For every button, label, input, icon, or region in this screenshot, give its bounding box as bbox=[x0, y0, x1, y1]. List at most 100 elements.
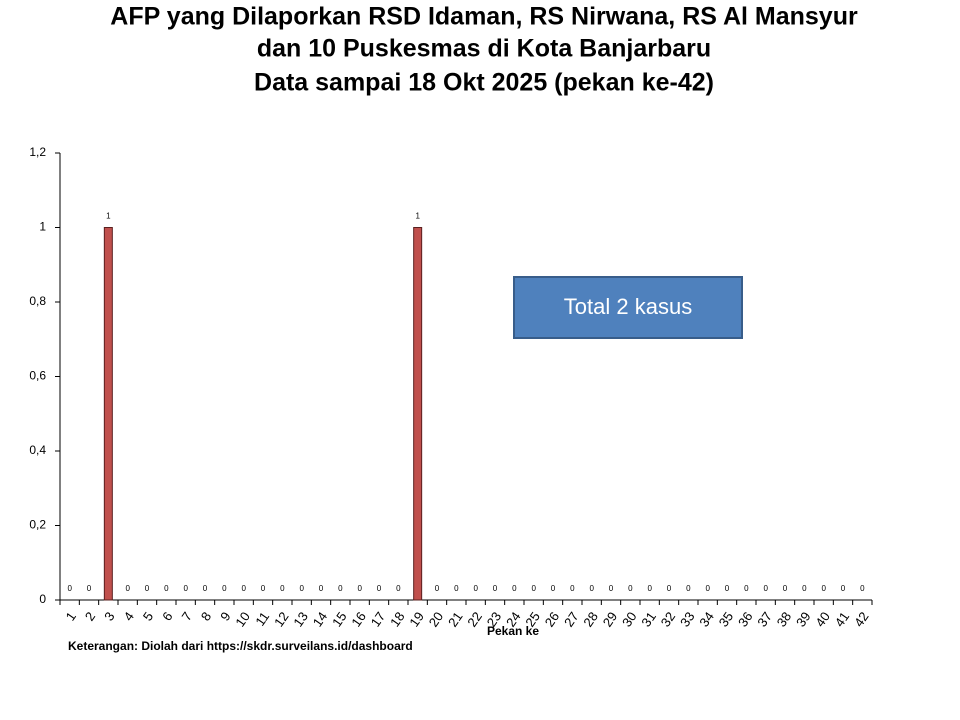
annotation-box bbox=[513, 276, 743, 339]
data-label: 1 bbox=[106, 212, 111, 221]
data-label: 0 bbox=[454, 584, 459, 593]
x-tick-label: 41 bbox=[832, 609, 853, 629]
data-label: 0 bbox=[377, 584, 382, 593]
x-tick-label: 23 bbox=[484, 609, 505, 629]
data-label: 0 bbox=[783, 584, 788, 593]
x-tick-label: 42 bbox=[851, 609, 872, 629]
x-tick-label: 7 bbox=[179, 609, 195, 624]
x-tick-label: 21 bbox=[445, 609, 466, 629]
x-tick-label: 33 bbox=[677, 609, 698, 629]
x-tick-label: 19 bbox=[406, 609, 427, 629]
data-label: 0 bbox=[145, 584, 150, 593]
data-label: 0 bbox=[299, 584, 304, 593]
data-label: 0 bbox=[628, 584, 633, 593]
data-label: 0 bbox=[841, 584, 846, 593]
annotation: Total 2 kasus bbox=[564, 294, 692, 319]
chart-title: AFP yang Dilaporkan RSD Idaman, RS Nirwa… bbox=[110, 3, 858, 31]
x-tick-label: 31 bbox=[638, 609, 659, 629]
data-label: 0 bbox=[473, 584, 478, 593]
x-tick-label: 17 bbox=[368, 609, 389, 629]
data-label: 0 bbox=[763, 584, 768, 593]
data-label: 0 bbox=[280, 584, 285, 593]
x-tick-label: 15 bbox=[329, 609, 350, 629]
data-label: 0 bbox=[125, 584, 130, 593]
bar bbox=[413, 227, 423, 601]
bar bbox=[103, 227, 113, 601]
data-label: 0 bbox=[435, 584, 440, 593]
chart-title: Data sampai 18 Okt 2025 (pekan ke-42) bbox=[254, 69, 714, 97]
data-label: 0 bbox=[589, 584, 594, 593]
x-tick-label: 28 bbox=[580, 609, 601, 629]
y-tick-label: 0,6 bbox=[29, 369, 46, 383]
y-tick-label: 0,8 bbox=[29, 294, 46, 308]
x-tick-label: 39 bbox=[793, 609, 814, 629]
data-label: 0 bbox=[203, 584, 208, 593]
x-tick-label: 12 bbox=[271, 609, 292, 629]
note: Keterangan: Diolah dari https://skdr.sur… bbox=[68, 639, 413, 653]
data-label: 0 bbox=[222, 584, 227, 593]
data-label: 0 bbox=[319, 584, 324, 593]
x-tick-label: 4 bbox=[121, 609, 137, 624]
x-tick-label: 37 bbox=[754, 609, 775, 629]
x-tick-label: 9 bbox=[217, 609, 233, 624]
data-label: 0 bbox=[512, 584, 517, 593]
x-tick-label: 2 bbox=[82, 609, 98, 624]
x-tick-label: 40 bbox=[812, 609, 833, 629]
data-label: 0 bbox=[357, 584, 362, 593]
data-label: 0 bbox=[87, 584, 92, 593]
x-tick-label: 35 bbox=[716, 609, 737, 629]
y-tick-label: 1 bbox=[39, 220, 46, 234]
x-tick-label: 18 bbox=[387, 609, 408, 629]
data-label: 1 bbox=[415, 212, 420, 221]
data-label: 0 bbox=[338, 584, 343, 593]
data-label: 0 bbox=[241, 584, 246, 593]
data-label: 0 bbox=[647, 584, 652, 593]
x-tick-label: 32 bbox=[658, 609, 679, 629]
x-tick-label: 30 bbox=[619, 609, 640, 629]
data-label: 0 bbox=[667, 584, 672, 593]
x-tick-label: 13 bbox=[290, 609, 311, 629]
y-tick-label: 1,2 bbox=[29, 145, 46, 159]
data-label: 0 bbox=[67, 584, 72, 593]
data-label: 0 bbox=[493, 584, 498, 593]
data-label: 0 bbox=[725, 584, 730, 593]
x-tick-label: 8 bbox=[198, 609, 214, 624]
x-tick-label: 20 bbox=[426, 609, 447, 629]
x-tick-label: 29 bbox=[600, 609, 621, 629]
x-tick-label: 38 bbox=[774, 609, 795, 629]
x-tick-label: 34 bbox=[696, 609, 717, 629]
x-tick-label: 25 bbox=[522, 609, 543, 629]
x-tick-label: 1 bbox=[63, 609, 79, 624]
chart-title: dan 10 Puskesmas di Kota Banjarbaru bbox=[257, 35, 711, 63]
data-label: 0 bbox=[705, 584, 710, 593]
data-label: 0 bbox=[609, 584, 614, 593]
x-tick-label: 14 bbox=[310, 609, 331, 629]
x-tick-label: 5 bbox=[140, 609, 156, 624]
data-label: 0 bbox=[802, 584, 807, 593]
data-label: 0 bbox=[164, 584, 169, 593]
data-label: 0 bbox=[860, 584, 865, 593]
x-axis-label: Pekan ke bbox=[487, 624, 539, 638]
y-tick-label: 0,2 bbox=[29, 518, 46, 532]
x-tick-label: 36 bbox=[735, 609, 756, 629]
data-label: 0 bbox=[531, 584, 536, 593]
x-tick-label: 10 bbox=[232, 609, 253, 629]
x-tick-label: 11 bbox=[252, 609, 272, 629]
y-tick-label: 0,4 bbox=[29, 443, 46, 457]
x-tick-label: 6 bbox=[159, 609, 175, 624]
x-tick-label: 26 bbox=[542, 609, 563, 629]
data-label: 0 bbox=[744, 584, 749, 593]
x-tick-label: 16 bbox=[348, 609, 369, 629]
x-tick-label: 22 bbox=[464, 609, 485, 629]
data-label: 0 bbox=[821, 584, 826, 593]
data-label: 0 bbox=[570, 584, 575, 593]
y-tick-label: 0 bbox=[39, 592, 46, 606]
data-label: 0 bbox=[551, 584, 556, 593]
x-tick-label: 24 bbox=[503, 609, 524, 629]
data-label: 0 bbox=[396, 584, 401, 593]
x-tick-label: 3 bbox=[101, 609, 117, 624]
data-label: 0 bbox=[686, 584, 691, 593]
x-tick-label: 27 bbox=[561, 609, 582, 629]
